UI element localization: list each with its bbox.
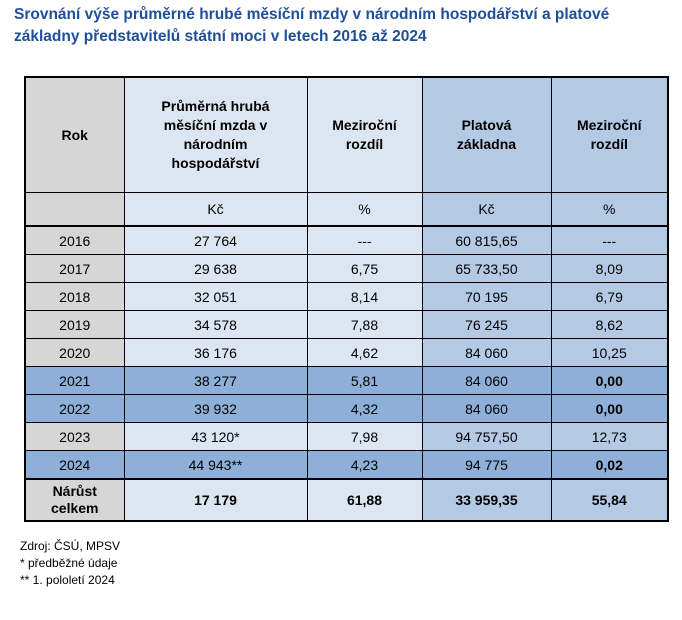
header-salary-base-label: Platová základna <box>456 117 517 152</box>
table-units-row: Kč % Kč % <box>24 192 669 227</box>
cell-average-wage: 29 638 <box>123 254 308 283</box>
total-cell-wage-change: 61,88 <box>306 478 423 522</box>
header-wage-change-label: Meziroční rozdíl <box>332 117 397 152</box>
header-cell-year: Rok <box>24 76 125 193</box>
cell-year: 2016 <box>24 225 125 255</box>
page-title: Srovnání výše průměrné hrubé měsíční mzd… <box>14 6 610 45</box>
cell-salary-base: 76 245 <box>421 310 552 339</box>
cell-salary-base-change: 0,00 <box>550 366 669 395</box>
cell-wage-change: 4,23 <box>306 450 423 480</box>
cell-salary-base: 84 060 <box>421 338 552 367</box>
table-row: 2023 43 120* 7,98 94 757,50 12,73 <box>24 422 669 451</box>
table-body: Rok Průměrná hrubá měsíční mzda v národn… <box>24 76 669 522</box>
cell-year: 2021 <box>24 366 125 395</box>
cell-salary-base-change: 0,00 <box>550 394 669 423</box>
cell-wage-change: 8,14 <box>306 282 423 311</box>
unit-cell-salary-base-change: % <box>550 192 669 227</box>
cell-wage-change: 7,98 <box>306 422 423 451</box>
cell-salary-base-change: 6,79 <box>550 282 669 311</box>
table-row: 2019 34 578 7,88 76 245 8,62 <box>24 310 669 339</box>
cell-salary-base: 70 195 <box>421 282 552 311</box>
cell-year: 2023 <box>24 422 125 451</box>
cell-average-wage: 38 277 <box>123 366 308 395</box>
cell-year: 2024 <box>24 450 125 480</box>
cell-average-wage: 39 932 <box>123 394 308 423</box>
preliminary-note: * předběžné údaje <box>20 556 118 570</box>
cell-year: 2022 <box>24 394 125 423</box>
half-year-note: ** 1. pololetí 2024 <box>20 573 115 587</box>
cell-salary-base-change: --- <box>550 225 669 255</box>
cell-salary-base-change: 8,09 <box>550 254 669 283</box>
cell-average-wage: 34 578 <box>123 310 308 339</box>
cell-average-wage: 32 051 <box>123 282 308 311</box>
table-row: 2018 32 051 8,14 70 195 6,79 <box>24 282 669 311</box>
cell-salary-base: 94 775 <box>421 450 552 480</box>
header-cell-wage-change: Meziroční rozdíl <box>306 76 423 193</box>
cell-year: 2020 <box>24 338 125 367</box>
total-cell-salary-base: 33 959,35 <box>421 478 552 522</box>
unit-cell-average-wage: Kč <box>123 192 308 227</box>
cell-salary-base: 84 060 <box>421 366 552 395</box>
table-row: 2021 38 277 5,81 84 060 0,00 <box>24 366 669 395</box>
table-row: 2020 36 176 4,62 84 060 10,25 <box>24 338 669 367</box>
cell-wage-change: 4,32 <box>306 394 423 423</box>
table-total-row: Nárůst celkem 17 179 61,88 33 959,35 55,84 <box>24 478 669 522</box>
header-cell-salary-base-change: Meziroční rozdíl <box>550 76 669 193</box>
total-cell-average-wage: 17 179 <box>123 478 308 522</box>
table-row: 2016 27 764 --- 60 815,65 --- <box>24 225 669 255</box>
unit-cell-wage-change: % <box>306 192 423 227</box>
cell-wage-change: 4,62 <box>306 338 423 367</box>
table-row: 2017 29 638 6,75 65 733,50 8,09 <box>24 254 669 283</box>
source-note: Zdroj: ČSÚ, MPSV <box>20 539 121 553</box>
cell-wage-change: 6,75 <box>306 254 423 283</box>
salary-comparison-table: Rok Průměrná hrubá měsíční mzda v národn… <box>24 76 669 522</box>
header-cell-salary-base: Platová základna <box>421 76 552 193</box>
table-row: 2022 39 932 4,32 84 060 0,00 <box>24 394 669 423</box>
header-average-wage-label: Průměrná hrubá měsíční mzda v národním h… <box>161 98 270 171</box>
unit-cell-salary-base: Kč <box>421 192 552 227</box>
header-salary-base-change-label: Meziroční rozdíl <box>576 117 642 152</box>
footnotes: Zdroj: ČSÚ, MPSV * předběžné údaje ** 1.… <box>20 538 120 589</box>
cell-average-wage: 43 120* <box>123 422 308 451</box>
cell-wage-change: 7,88 <box>306 310 423 339</box>
cell-salary-base: 84 060 <box>421 394 552 423</box>
cell-year: 2019 <box>24 310 125 339</box>
cell-salary-base: 94 757,50 <box>421 422 552 451</box>
cell-wage-change: --- <box>306 225 423 255</box>
header-cell-average-wage: Průměrná hrubá měsíční mzda v národním h… <box>123 76 308 193</box>
cell-salary-base: 65 733,50 <box>421 254 552 283</box>
cell-salary-base-change: 0,02 <box>550 450 669 480</box>
total-cell-year: Nárůst celkem <box>24 478 125 522</box>
cell-average-wage: 36 176 <box>123 338 308 367</box>
cell-average-wage: 27 764 <box>123 225 308 255</box>
cell-salary-base-change: 10,25 <box>550 338 669 367</box>
cell-year: 2017 <box>24 254 125 283</box>
cell-salary-base-change: 8,62 <box>550 310 669 339</box>
cell-wage-change: 5,81 <box>306 366 423 395</box>
table-header-row: Rok Průměrná hrubá měsíční mzda v národn… <box>24 76 669 193</box>
table-row: 2024 44 943** 4,23 94 775 0,02 <box>24 450 669 480</box>
cell-year: 2018 <box>24 282 125 311</box>
unit-cell-year <box>24 192 125 227</box>
cell-average-wage: 44 943** <box>123 450 308 480</box>
cell-salary-base: 60 815,65 <box>421 225 552 255</box>
total-cell-salary-base-change: 55,84 <box>550 478 669 522</box>
cell-salary-base-change: 12,73 <box>550 422 669 451</box>
